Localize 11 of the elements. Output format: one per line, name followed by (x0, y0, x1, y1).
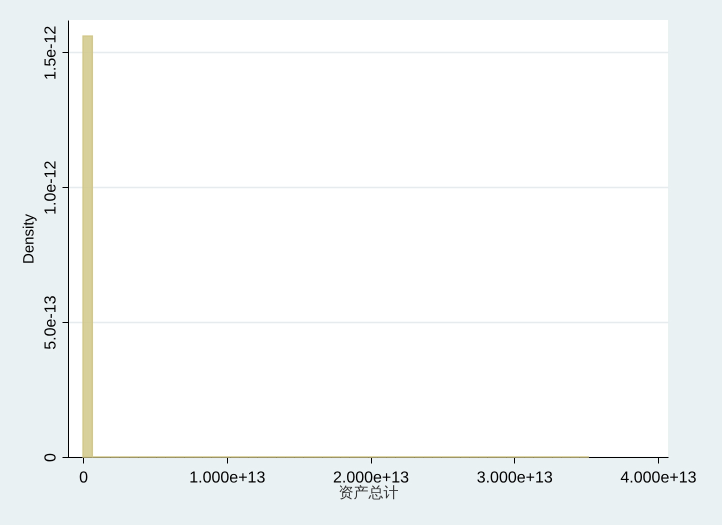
x-tick-label: 0 (79, 470, 88, 486)
x-axis-title: 资产总计 (338, 484, 398, 502)
x-tick-label: 1.000e+13 (189, 470, 266, 486)
y-tick-label: 5.0e-13 (42, 295, 60, 350)
x-tick-label: 2.000e+13 (332, 470, 410, 486)
y-tick-label: 0 (42, 452, 60, 462)
y-tick-label: 1.0e-12 (42, 160, 60, 215)
y-axis-title: Density (20, 214, 38, 264)
x-tick-label: 3.000e+13 (476, 470, 553, 486)
y-tick-label: 1.5e-12 (42, 26, 60, 80)
x-tick-label: 4.000e+13 (620, 470, 697, 486)
